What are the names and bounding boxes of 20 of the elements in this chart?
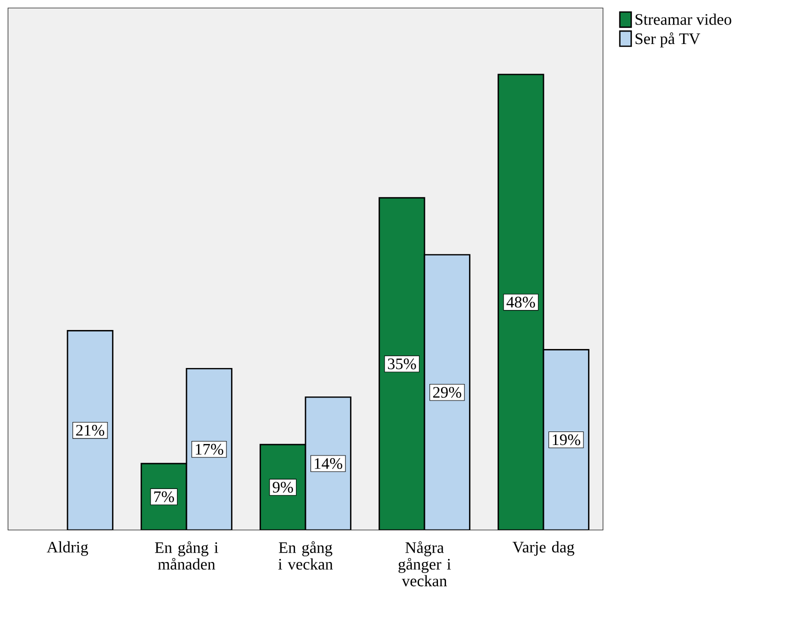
data-label: 17%: [196, 444, 224, 455]
bar: [186, 368, 232, 530]
x-tick-label: Varje dag: [512, 541, 574, 556]
data-label: 29%: [433, 386, 462, 398]
data-label: 9%: [272, 482, 294, 493]
bar: [424, 254, 470, 530]
data-label: 19%: [552, 434, 580, 446]
legend-label: Ser på TV: [636, 32, 700, 48]
data-label: 7%: [154, 491, 174, 502]
bar: [66, 330, 114, 530]
data-label: 14%: [314, 458, 342, 469]
x-tick-label: Aldrig: [46, 541, 88, 556]
x-tick-label: En gång i veckan: [278, 541, 333, 570]
data-label: 48%: [506, 296, 535, 308]
x-tick-label: En gång i månaden: [154, 541, 218, 570]
data-label: 35%: [388, 358, 416, 370]
data-label: 21%: [76, 424, 104, 436]
legend-label: Streamar video: [636, 14, 732, 25]
x-tick-label: Några gånger i veckan: [398, 541, 451, 586]
bar: [542, 348, 590, 530]
